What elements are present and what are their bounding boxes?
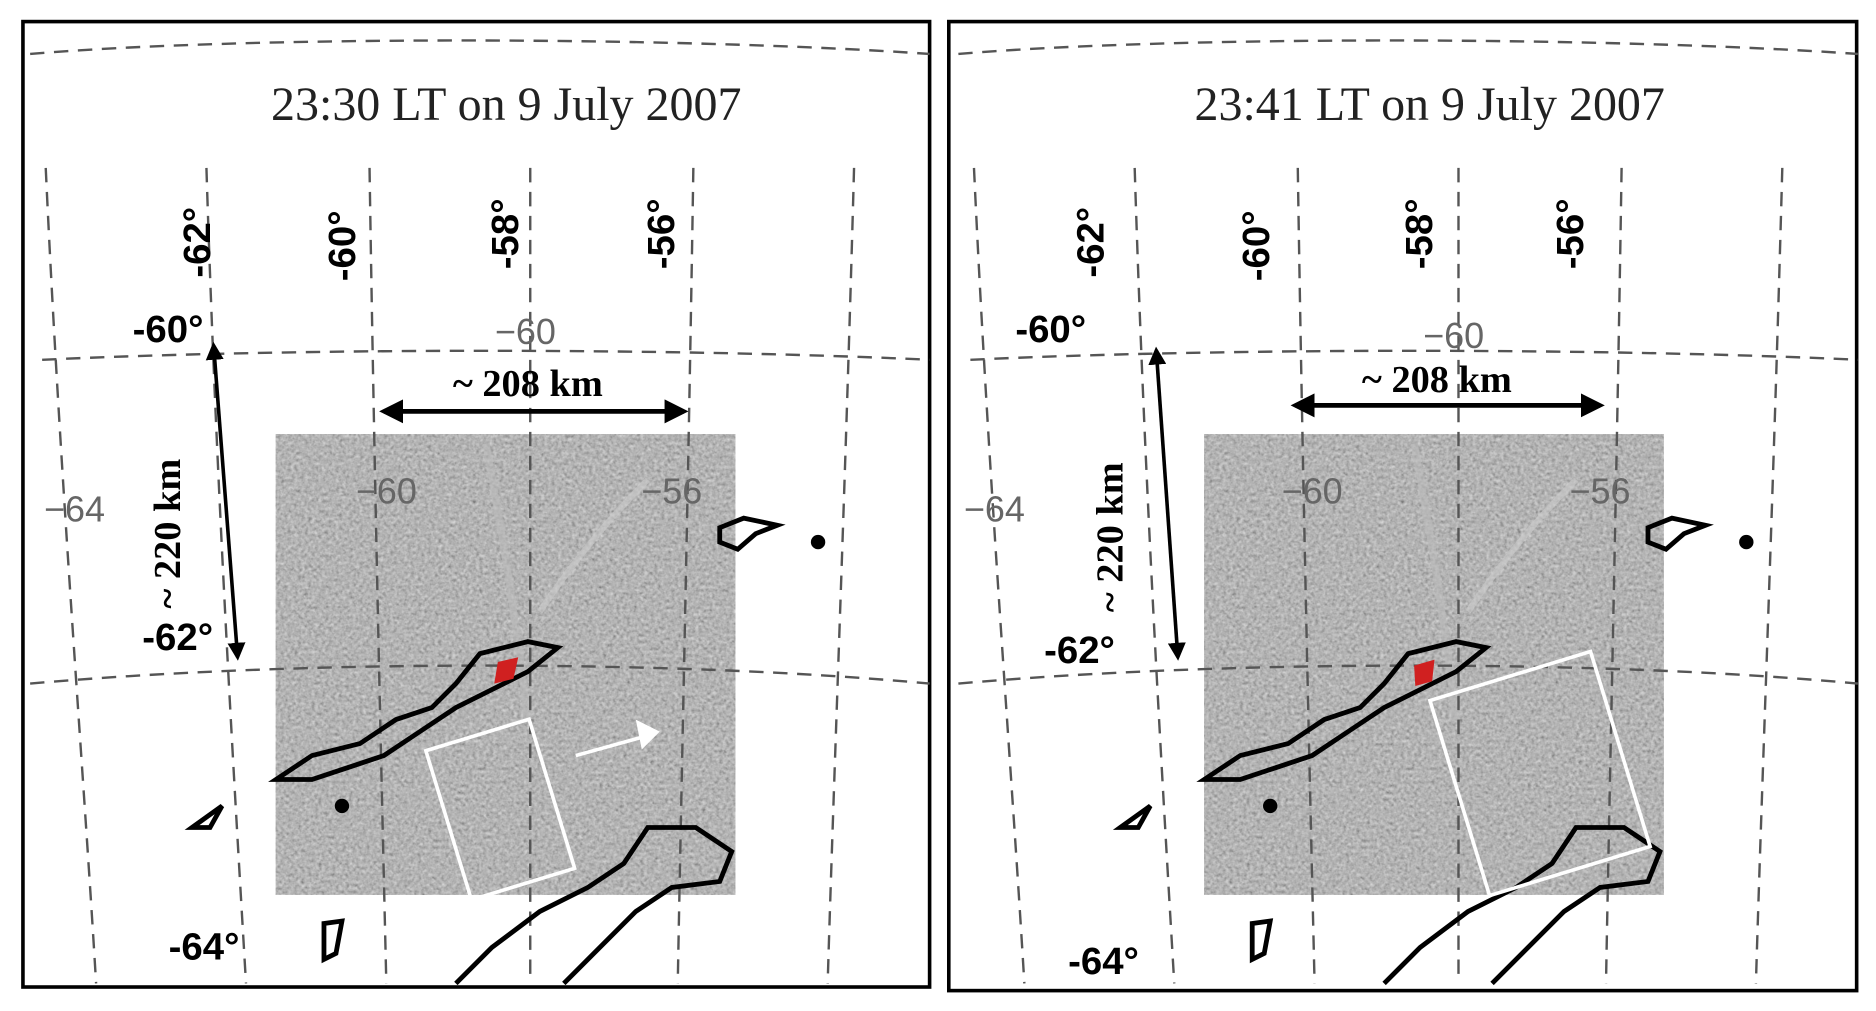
height-label: ~ 220 km	[1090, 462, 1132, 612]
lat-label: -60°	[1015, 308, 1086, 351]
lon-label: -56°	[1549, 198, 1592, 269]
grid-label: −56	[1569, 471, 1630, 512]
grid-label: −60	[495, 311, 556, 352]
lat-label: -64°	[169, 925, 240, 968]
panel-title: 23:41 LT on 9 July 2007	[1194, 78, 1664, 131]
panel: 23:30 LT on 9 July 2007 -62° -60° -58° -…	[21, 19, 930, 989]
lon-label: -62°	[1070, 207, 1113, 278]
lat-label: -62°	[1044, 629, 1115, 672]
lon-label: -60°	[321, 210, 364, 281]
lat-label: -62°	[142, 616, 213, 659]
lon-label: -60°	[1235, 210, 1278, 281]
arrow-head	[635, 719, 660, 750]
marker	[494, 657, 519, 684]
lat-label: -64°	[1068, 940, 1139, 983]
grid-label: −60	[356, 471, 417, 512]
grid-label: −64	[964, 489, 1025, 530]
height-arrow	[1148, 346, 1186, 661]
wave-box	[1427, 649, 1653, 898]
lon-label: -62°	[176, 207, 219, 278]
grid-label: −60	[1423, 315, 1484, 356]
marker	[1414, 659, 1435, 686]
grid-label: −60	[1282, 471, 1343, 512]
width-label: ~ 208 km	[453, 363, 603, 405]
wave-box	[423, 716, 577, 903]
height-arrow	[205, 341, 246, 661]
lon-label: -58°	[484, 198, 527, 269]
height-label: ~ 220 km	[147, 459, 189, 609]
lon-label: -58°	[1398, 198, 1441, 269]
grid-label: −56	[641, 471, 702, 512]
lat-label: -60°	[133, 308, 204, 351]
panel: 23:41 LT on 9 July 2007 -62° -60° -58° -…	[946, 19, 1858, 993]
width-label: ~ 208 km	[1362, 359, 1512, 401]
panel-title: 23:30 LT on 9 July 2007	[271, 78, 741, 131]
lon-label: -56°	[640, 198, 683, 269]
grid-label: −64	[44, 489, 105, 530]
